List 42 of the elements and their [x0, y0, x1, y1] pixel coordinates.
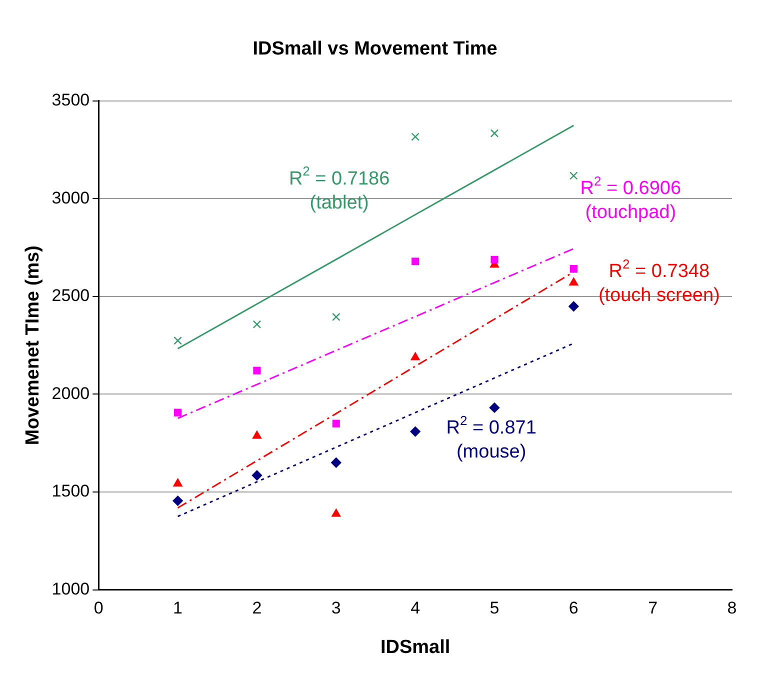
y-tick-label: 1500 [52, 482, 90, 501]
point [569, 278, 578, 286]
point [570, 172, 578, 180]
x-tick-label: 4 [410, 598, 420, 618]
x-axis-title: IDSmall [380, 636, 450, 658]
point [410, 352, 420, 360]
x-tick-label: 6 [568, 598, 578, 618]
y-axis-title: Movemenet TIme (ms) [22, 246, 44, 446]
line-series [177, 342, 574, 518]
point [489, 402, 500, 413]
y-tick-label: 2000 [52, 384, 90, 403]
x-tick-label: 0 [94, 598, 104, 618]
point [174, 408, 182, 416]
y-tick-label: 3000 [52, 188, 90, 208]
point [174, 336, 182, 345]
point [252, 470, 262, 480]
y-tick-label: 1000 [52, 579, 90, 598]
point [252, 430, 262, 439]
x-tick-label: 7 [648, 598, 658, 618]
point [412, 258, 420, 266]
point [173, 478, 182, 486]
y-tick-label: 3500 [52, 90, 90, 110]
x-tick-label: 2 [252, 598, 262, 618]
point [410, 426, 420, 437]
point [568, 301, 579, 312]
x-tick-label: 3 [331, 598, 341, 618]
point [490, 129, 499, 138]
x-tick-label: 5 [490, 598, 500, 618]
point [490, 256, 498, 264]
point [253, 366, 261, 374]
point [252, 320, 262, 329]
y-tick-label: 2500 [52, 286, 90, 306]
point [332, 312, 340, 322]
point [332, 420, 340, 428]
x-tick-label: 8 [727, 598, 737, 618]
x-tick-label: 1 [173, 598, 183, 618]
point [332, 508, 341, 517]
point [172, 496, 183, 506]
chart-title: IDSmall vs Movement Time [252, 38, 498, 60]
point [331, 458, 342, 468]
point [411, 132, 420, 141]
point [570, 265, 578, 273]
